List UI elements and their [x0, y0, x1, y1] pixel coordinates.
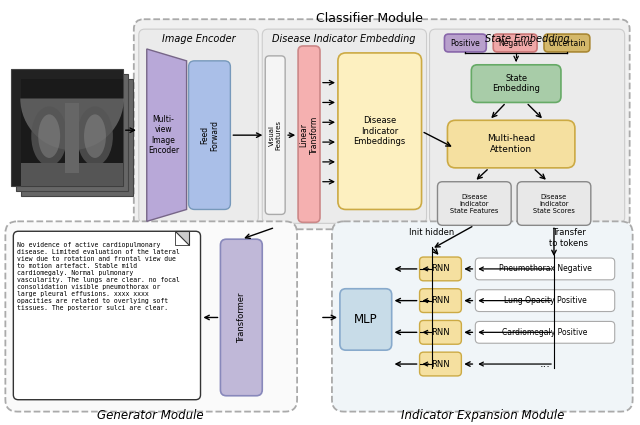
FancyBboxPatch shape: [13, 231, 200, 400]
Text: Visual
Features: Visual Features: [269, 120, 282, 150]
FancyBboxPatch shape: [420, 320, 461, 344]
Text: Generator Module: Generator Module: [97, 409, 204, 422]
FancyBboxPatch shape: [444, 34, 486, 52]
Bar: [21, 79, 123, 186]
Text: Pneumothorax Negative: Pneumothorax Negative: [499, 264, 591, 273]
Bar: [21, 163, 123, 186]
Text: RNN: RNN: [431, 360, 450, 368]
Text: Transformer: Transformer: [237, 292, 246, 343]
Ellipse shape: [84, 114, 106, 158]
Text: Feed
Forward: Feed Forward: [200, 120, 219, 150]
FancyBboxPatch shape: [5, 221, 297, 411]
FancyBboxPatch shape: [220, 239, 262, 396]
Text: Disease Indicator Embedding: Disease Indicator Embedding: [272, 34, 415, 44]
Polygon shape: [147, 49, 187, 221]
FancyBboxPatch shape: [338, 53, 422, 210]
FancyBboxPatch shape: [493, 34, 537, 52]
Text: State Embedding: State Embedding: [484, 34, 570, 44]
Text: Disease
Indicator
Embeddings: Disease Indicator Embeddings: [354, 116, 406, 146]
Text: Init hidden: Init hidden: [409, 228, 454, 237]
Text: Linear
Transform: Linear Transform: [300, 116, 319, 154]
Text: RNN: RNN: [431, 296, 450, 305]
Text: RNN: RNN: [431, 328, 450, 337]
Text: MLP: MLP: [354, 313, 378, 326]
FancyBboxPatch shape: [340, 289, 392, 350]
Text: RNN: RNN: [431, 264, 450, 273]
FancyBboxPatch shape: [476, 290, 614, 312]
Text: State
Embedding: State Embedding: [492, 74, 540, 94]
Text: No evidence of active cardiopulmonary
disease. Limited evaluation of the lateral: No evidence of active cardiopulmonary di…: [17, 242, 180, 311]
Text: Image Encoder: Image Encoder: [162, 34, 236, 44]
FancyBboxPatch shape: [476, 258, 614, 280]
Text: Lung Opacity Positive: Lung Opacity Positive: [504, 296, 586, 305]
FancyBboxPatch shape: [298, 46, 320, 222]
Text: Transfer
to tokens: Transfer to tokens: [549, 228, 588, 248]
FancyBboxPatch shape: [332, 221, 632, 411]
Bar: [21, 79, 133, 196]
FancyBboxPatch shape: [476, 321, 614, 343]
FancyBboxPatch shape: [134, 19, 630, 229]
Text: Indicator Expansion Module: Indicator Expansion Module: [401, 409, 564, 422]
FancyBboxPatch shape: [517, 182, 591, 225]
Text: ...: ...: [540, 359, 550, 369]
FancyBboxPatch shape: [420, 289, 461, 312]
FancyBboxPatch shape: [265, 56, 285, 215]
Polygon shape: [175, 231, 189, 245]
FancyBboxPatch shape: [447, 120, 575, 168]
Text: Multi-
view
Image
Encoder: Multi- view Image Encoder: [148, 115, 179, 155]
Bar: [12, 69, 123, 186]
FancyBboxPatch shape: [139, 29, 259, 224]
FancyBboxPatch shape: [438, 182, 511, 225]
FancyBboxPatch shape: [189, 61, 230, 210]
FancyBboxPatch shape: [262, 29, 426, 224]
FancyBboxPatch shape: [429, 29, 625, 224]
Ellipse shape: [31, 106, 67, 166]
Text: Positive: Positive: [451, 39, 480, 48]
Text: Classifier Module: Classifier Module: [316, 12, 423, 26]
Ellipse shape: [38, 114, 60, 158]
Ellipse shape: [77, 106, 113, 166]
FancyBboxPatch shape: [420, 352, 461, 376]
FancyBboxPatch shape: [544, 34, 590, 52]
Text: Multi-head
Attention: Multi-head Attention: [487, 134, 535, 154]
Text: Disease
Indicator
State Scores: Disease Indicator State Scores: [533, 193, 575, 213]
Wedge shape: [20, 99, 124, 150]
Bar: [65, 103, 79, 173]
Text: Cardiomegaly Positive: Cardiomegaly Positive: [502, 328, 588, 337]
Text: Uncertain: Uncertain: [548, 39, 586, 48]
FancyBboxPatch shape: [471, 65, 561, 102]
Text: Negative: Negative: [498, 39, 532, 48]
Bar: [17, 74, 128, 191]
FancyBboxPatch shape: [420, 257, 461, 281]
Bar: [21, 79, 123, 186]
Text: Disease
Indicator
State Features: Disease Indicator State Features: [450, 193, 499, 213]
